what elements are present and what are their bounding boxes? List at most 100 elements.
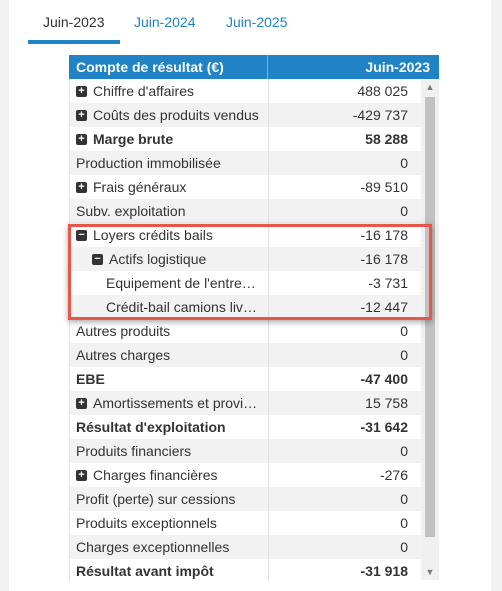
expand-plus-icon[interactable]: + <box>76 85 87 97</box>
column-divider <box>268 535 269 559</box>
row-value: -89 510 <box>360 179 408 195</box>
column-divider <box>268 439 269 463</box>
row-label-text: EBE <box>76 371 105 387</box>
table-row[interactable]: + Coûts des produits vendus -429 737 <box>69 103 421 127</box>
row-label: Résultat d'exploitation <box>76 415 262 439</box>
table-row: Autres charges 0 <box>69 343 421 367</box>
tab-juin-2023[interactable]: Juin-2023 <box>43 14 105 30</box>
row-value: 0 <box>400 491 408 507</box>
column-divider <box>268 295 269 319</box>
table-row: Subv. exploitation 0 <box>69 199 421 223</box>
row-label-text: Autres charges <box>76 347 171 363</box>
row-value: -16 178 <box>360 251 408 267</box>
header-column-juin-2023[interactable]: Juin-2023 <box>365 59 430 75</box>
row-value: -3 731 <box>368 275 408 291</box>
row-value: -31 642 <box>360 419 408 435</box>
column-divider <box>268 487 269 511</box>
column-divider <box>268 199 269 223</box>
row-label-text: Coûts des produits vendus <box>93 107 259 123</box>
row-value: -47 400 <box>360 371 408 387</box>
table-row: Produits exceptionnels 0 <box>69 511 421 535</box>
column-divider <box>268 151 269 175</box>
row-label-text: Production immobilisée <box>76 155 221 171</box>
scroll-down-arrow-icon[interactable]: ▼ <box>425 567 435 577</box>
row-value: -31 918 <box>360 563 408 579</box>
tab-juin-2025[interactable]: Juin-2025 <box>226 14 288 30</box>
row-label: Produits financiers <box>76 439 262 463</box>
table-row: Production immobilisée 0 <box>69 151 421 175</box>
row-value: 15 758 <box>365 395 408 411</box>
table-row: Résultat avant impôt -31 918 <box>69 559 421 580</box>
table-row[interactable]: + Chiffre d'affaires 488 025 <box>69 79 421 103</box>
row-label: + Marge brute <box>76 127 262 151</box>
expand-plus-icon[interactable]: + <box>76 181 87 193</box>
column-divider <box>268 511 269 535</box>
row-label-text: Subv. exploitation <box>76 203 186 219</box>
table-row: Profit (perte) sur cessions 0 <box>69 487 421 511</box>
row-label-text: Frais généraux <box>93 179 187 195</box>
column-divider <box>268 343 269 367</box>
table-row[interactable]: − Actifs logistique -16 178 <box>69 247 421 271</box>
row-label: Résultat avant impôt <box>76 559 262 580</box>
column-divider <box>268 247 269 271</box>
column-divider <box>268 367 269 391</box>
tab-juin-2024[interactable]: Juin-2024 <box>134 14 196 30</box>
table-row: Résultat d'exploitation -31 642 <box>69 415 421 439</box>
header-label[interactable]: Compte de résultat (€) <box>76 59 224 75</box>
row-label: + Coûts des produits vendus <box>76 103 262 127</box>
column-divider <box>268 79 269 103</box>
row-value: 488 025 <box>357 83 408 99</box>
expand-plus-icon[interactable]: + <box>76 109 87 121</box>
column-divider <box>268 391 269 415</box>
row-value: 0 <box>400 203 408 219</box>
table-row[interactable]: + Charges financières -276 <box>69 463 421 487</box>
table-row: Charges exceptionnelles 0 <box>69 535 421 559</box>
row-label-text: Produits exceptionnels <box>76 515 217 531</box>
grid-header: Compte de résultat (€) Juin-2023 <box>69 55 439 79</box>
row-label-text: Produits financiers <box>76 443 192 459</box>
expand-plus-icon[interactable]: + <box>76 397 87 409</box>
table-row: EBE -47 400 <box>69 367 421 391</box>
highlight-box <box>68 224 432 320</box>
row-value: 0 <box>400 155 408 171</box>
table-row[interactable]: + Amortissements et provi… 15 758 <box>69 391 421 415</box>
row-label: Subv. exploitation <box>76 199 262 223</box>
row-label-text: Profit (perte) sur cessions <box>76 491 236 507</box>
column-divider <box>268 175 269 199</box>
row-value: -16 178 <box>360 227 408 243</box>
row-label: + Charges financières <box>76 463 262 487</box>
row-label: Profit (perte) sur cessions <box>76 487 262 511</box>
row-label: Autres produits <box>76 319 262 343</box>
row-value: -429 737 <box>352 107 408 123</box>
row-value: -276 <box>379 467 408 483</box>
column-divider <box>268 223 269 247</box>
row-label-text: Charges financières <box>93 467 218 483</box>
row-value: 0 <box>400 443 408 459</box>
column-divider <box>268 319 269 343</box>
table-row[interactable]: + Frais généraux -89 510 <box>69 175 421 199</box>
collapse-minus-icon[interactable]: − <box>92 253 103 265</box>
expand-plus-icon[interactable]: + <box>76 133 87 145</box>
row-value: 0 <box>400 347 408 363</box>
row-value: 0 <box>400 323 408 339</box>
row-label: + Frais généraux <box>76 175 262 199</box>
table-row: Crédit-bail camions liv… -12 447 <box>69 295 421 319</box>
row-label-text: Résultat avant impôt <box>76 563 214 579</box>
row-label-text: Marge brute <box>93 131 174 147</box>
row-label: − Actifs logistique <box>92 247 262 271</box>
table-row: Produits financiers 0 <box>69 439 421 463</box>
column-divider <box>268 559 269 580</box>
collapse-minus-icon[interactable]: − <box>76 229 87 241</box>
row-label-text: Autres produits <box>76 323 171 339</box>
header-divider <box>267 55 268 79</box>
row-label: Produits exceptionnels <box>76 511 262 535</box>
scroll-up-arrow-icon[interactable]: ▲ <box>425 82 435 92</box>
expand-plus-icon[interactable]: + <box>76 469 87 481</box>
column-divider <box>268 127 269 151</box>
row-value: 0 <box>400 515 408 531</box>
year-tabs: Juin-2023 Juin-2024 Juin-2025 <box>9 0 491 44</box>
table-row[interactable]: + Marge brute 58 288 <box>69 127 421 151</box>
vertical-scrollbar[interactable]: ▲ ▼ <box>421 79 439 580</box>
row-label: EBE <box>76 367 262 391</box>
column-divider <box>268 463 269 487</box>
